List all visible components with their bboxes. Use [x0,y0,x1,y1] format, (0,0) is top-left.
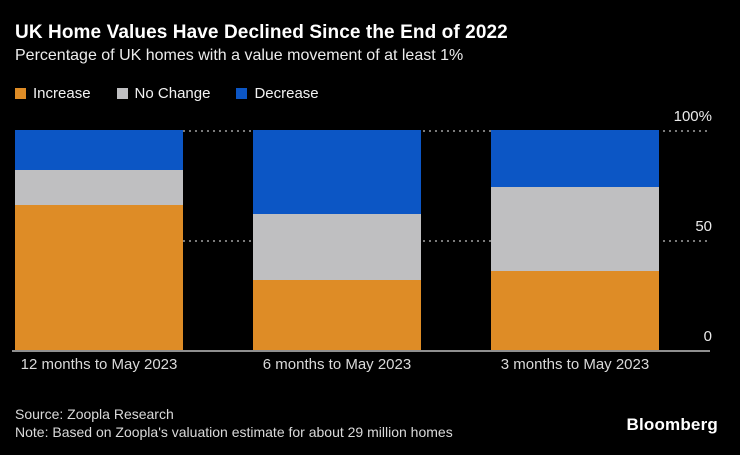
bloomberg-logo: Bloomberg [626,415,718,434]
chart-title: UK Home Values Have Declined Since the E… [15,22,508,43]
bar-segment-decrease [253,130,421,214]
chart-subtitle: Percentage of UK homes with a value move… [15,47,464,64]
legend-item-increase: Increase [15,85,91,102]
legend-item-no-change: No Change [116,85,211,102]
y-tick-label-50: 50 [695,218,712,235]
legend-label-no-change: No Change [134,85,211,102]
bar-1 [15,130,183,350]
x-axis-label-2: 6 months to May 2023 [262,356,412,373]
legend-swatch-decrease-icon [236,88,248,99]
legend-swatch-increase-icon [15,88,26,99]
bar-segment-increase [491,270,659,350]
bar-segment-increase [253,279,421,350]
legend-swatch-no-change-icon [116,88,128,99]
bar-3 [491,130,659,350]
source-text: Source: Zoopla Research [15,406,174,422]
x-axis-label-1: 12 months to May 2023 [20,356,178,373]
legend-item-decrease: Decrease [236,85,319,102]
bar-2 [253,130,421,350]
y-tick-label-100: 100% [673,108,712,125]
note-text: Note: Based on Zoopla's valuation estima… [15,424,453,440]
y-tick-label-0: 0 [703,328,712,345]
plot-area: 100% 50 0 12 months to May 2023 6 months to… [12,108,712,373]
legend-label-decrease: Decrease [254,85,319,102]
legend-label-increase: Increase [33,85,91,102]
bar-segment-no-change [491,187,659,271]
x-axis-label-3: 3 months to May 2023 [500,356,650,373]
bar-segment-decrease [15,130,183,170]
bar-segment-no-change [15,169,183,205]
bar-segment-decrease [491,130,659,188]
x-axis-line [12,350,710,352]
bar-segment-increase [15,204,183,350]
bar-segment-no-change [253,213,421,280]
legend: Increase No Change Decrease [15,85,319,102]
